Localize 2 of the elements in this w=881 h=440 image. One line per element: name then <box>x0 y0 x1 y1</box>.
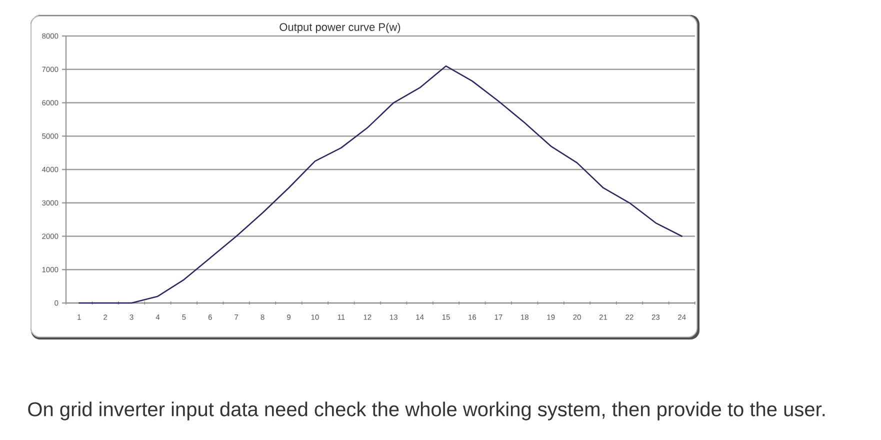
chart-title: Output power curve P(w) <box>280 22 400 34</box>
text: On grid inverter input data need check the whole working system, then provide to the user. <box>28 402 825 420</box>
